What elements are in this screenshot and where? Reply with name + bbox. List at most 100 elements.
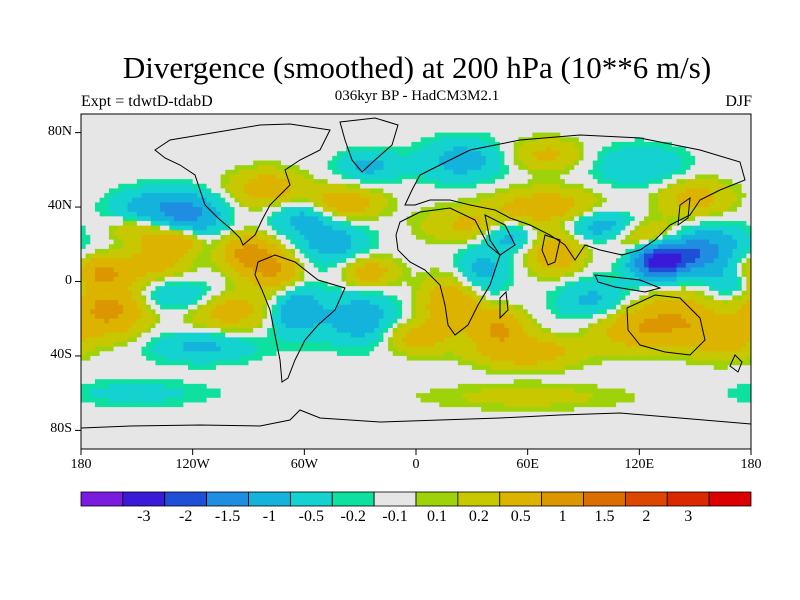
field-cell: [727, 239, 733, 245]
field-cell: [416, 234, 422, 241]
field-cell: [518, 118, 524, 124]
field-cell: [737, 183, 743, 189]
field-cell: [416, 211, 422, 217]
field-cell: [625, 230, 631, 236]
field-cell: [453, 197, 459, 203]
field-cell: [290, 207, 296, 213]
field-cell: [639, 253, 645, 259]
field-cell: [569, 239, 575, 245]
field-cell: [662, 211, 668, 217]
field-cell: [453, 211, 459, 217]
field-cell: [597, 188, 603, 194]
field-cell: [485, 258, 491, 264]
field-cell: [420, 207, 426, 213]
field-cell: [378, 118, 384, 124]
field-cell: [681, 253, 687, 259]
field-cell: [513, 221, 519, 227]
field-cell: [639, 118, 645, 124]
field-cell: [485, 132, 491, 138]
field-cell: [532, 127, 538, 134]
field-cell: [392, 216, 398, 222]
field-cell: [392, 197, 398, 203]
field-cell: [104, 211, 110, 217]
field-cell: [420, 179, 426, 185]
field-cell: [513, 272, 519, 278]
field-cell: [662, 239, 668, 245]
field-cell: [243, 207, 249, 213]
field-cell: [94, 174, 101, 180]
field-cell: [160, 151, 166, 157]
field-cell: [164, 141, 170, 147]
field-cell: [499, 118, 505, 124]
field-cell: [239, 137, 245, 143]
field-cell: [155, 258, 161, 264]
field-cell: [527, 202, 533, 208]
field-cell: [550, 253, 556, 259]
field-cell: [327, 165, 333, 171]
field-cell: [676, 179, 682, 185]
field-cell: [188, 234, 194, 241]
field-cell: [299, 179, 305, 185]
field-cell: [588, 169, 594, 175]
field-cell: [388, 169, 394, 175]
field-cell: [308, 197, 315, 203]
field-cell: [662, 193, 668, 199]
field-cell: [527, 253, 533, 259]
field-cell: [453, 165, 459, 171]
field-cell: [211, 234, 217, 241]
field-cell: [267, 221, 273, 227]
field-cell: [397, 137, 403, 143]
field-cell: [723, 118, 729, 124]
field-cell: [132, 258, 138, 264]
field-cell: [322, 188, 328, 194]
field-cell: [299, 272, 305, 278]
field-cell: [155, 248, 161, 254]
field-cell: [220, 132, 226, 138]
field-cell: [229, 230, 235, 236]
field-cell: [248, 179, 254, 185]
field-cell: [94, 188, 101, 194]
field-cell: [611, 225, 617, 231]
field-cell: [332, 230, 338, 236]
field-cell: [499, 137, 505, 143]
field-cell: [248, 183, 254, 189]
field-cell: [578, 127, 584, 134]
field-cell: [262, 146, 268, 152]
field-cell: [699, 155, 705, 161]
field-cell: [597, 183, 603, 189]
field-cell: [304, 248, 310, 254]
field-cell: [634, 234, 640, 241]
field-cell: [290, 155, 296, 161]
field-cell: [597, 225, 603, 231]
field-cell: [592, 179, 598, 185]
field-cell: [174, 127, 180, 134]
field-cell: [239, 114, 245, 120]
field-cell: [336, 248, 342, 254]
field-cell: [630, 267, 636, 273]
field-cell: [718, 211, 724, 217]
field-cell: [239, 179, 245, 185]
field-cell: [536, 207, 543, 213]
field-cell: [420, 165, 426, 171]
field-cell: [546, 207, 552, 213]
field-cell: [308, 193, 315, 199]
field-cell: [611, 114, 617, 120]
field-cell: [690, 118, 696, 124]
field-cell: [267, 193, 273, 199]
field-cell: [141, 221, 147, 227]
field-cell: [495, 169, 501, 175]
field-cell: [681, 169, 687, 175]
field-cell: [118, 253, 124, 259]
field-cell: [536, 160, 543, 166]
field-cell: [657, 248, 663, 254]
field-cell: [81, 211, 87, 217]
field-cell: [132, 132, 138, 138]
field-cell: [588, 216, 594, 222]
field-cell: [727, 155, 733, 161]
field-cell: [406, 183, 412, 189]
field-cell: [713, 258, 719, 264]
field-cell: [462, 127, 468, 134]
field-cell: [90, 244, 96, 250]
field-cell: [709, 183, 715, 189]
field-cell: [592, 183, 598, 189]
